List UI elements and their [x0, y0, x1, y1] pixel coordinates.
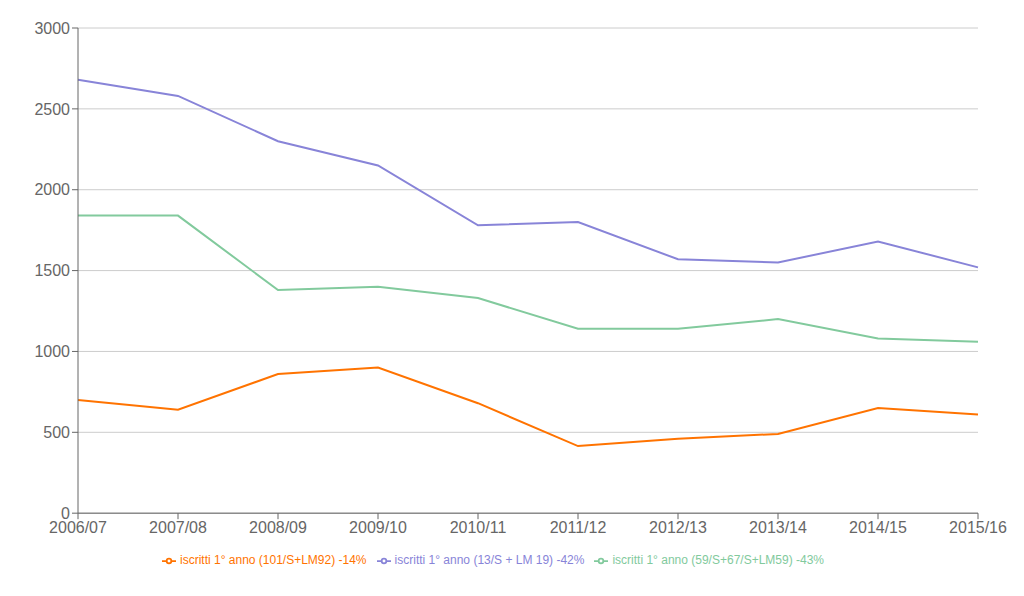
svg-text:3000: 3000: [34, 20, 70, 37]
svg-text:2500: 2500: [34, 101, 70, 118]
svg-text:500: 500: [43, 424, 70, 441]
svg-text:1000: 1000: [34, 343, 70, 360]
svg-text:2000: 2000: [34, 181, 70, 198]
svg-text:2015/16: 2015/16: [949, 519, 1007, 536]
svg-text:2010/11: 2010/11: [450, 519, 507, 536]
svg-text:2011/12: 2011/12: [550, 519, 607, 536]
svg-text:2014/15: 2014/15: [849, 519, 907, 536]
svg-text:0: 0: [61, 505, 70, 522]
html-text:iscritti 1° anno (59/S+67/S+LM: iscritti 1° anno (59/S+67/S+LM59) -43%: [612, 553, 824, 568]
html-text:iscritti 1° anno (13/S + LM 19: iscritti 1° anno (13/S + LM 19) -42%: [394, 553, 585, 568]
svg-text:2006/07: 2006/07: [49, 519, 107, 536]
html-text:iscritti 1° anno (101/S+LM92): iscritti 1° anno (101/S+LM92) -14%: [180, 553, 367, 568]
svg-text:2007/08: 2007/08: [149, 519, 207, 536]
svg-text:2012/13: 2012/13: [649, 519, 707, 536]
svg-text:2009/10: 2009/10: [349, 519, 407, 536]
svg-text:2013/14: 2013/14: [749, 519, 807, 536]
svg-text:1500: 1500: [34, 262, 70, 279]
svg-text:2008/09: 2008/09: [249, 519, 307, 536]
